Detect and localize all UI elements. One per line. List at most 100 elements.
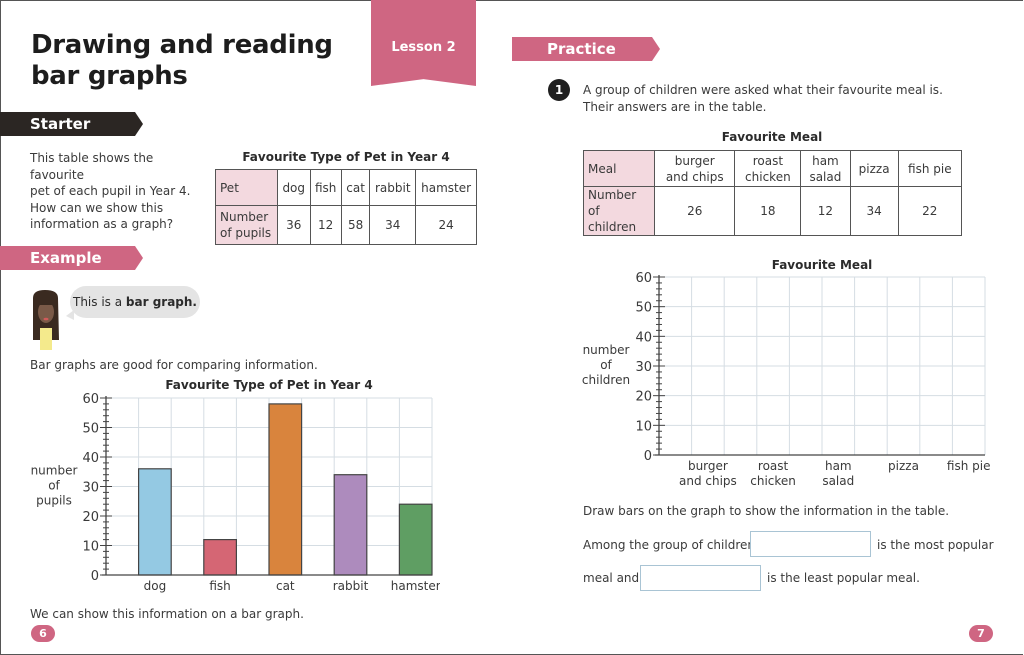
meal-table-cell: 22 xyxy=(897,186,963,236)
cell-line: burger xyxy=(674,153,715,168)
y-tick-label: 20 xyxy=(635,390,652,405)
y-tick-label: 10 xyxy=(82,540,99,555)
starter-text-line: How can we show this xyxy=(30,200,164,215)
starter-text-line: information as a graph? xyxy=(30,217,174,231)
y-axis-label: number xyxy=(583,343,630,357)
header-line: Number xyxy=(220,210,269,224)
practice-label: Practice xyxy=(547,40,616,58)
meal-table: Meal burger and chips roast chicken ham sal… xyxy=(583,150,963,236)
bubble-text: This is a xyxy=(73,295,126,309)
speech-bubble: This is a bar graph. xyxy=(70,286,200,318)
pet-table-cell: 12 xyxy=(309,205,342,245)
meal-table-row-header: Meal xyxy=(583,150,655,187)
sentence1-before: Among the group of children, xyxy=(583,538,759,552)
pet-table-cell: dog xyxy=(276,169,311,206)
pet-table-cell: 24 xyxy=(415,205,477,245)
meal-chart-title: Favourite Meal xyxy=(771,258,873,272)
x-category-label: chicken xyxy=(750,474,796,488)
practice-banner: Practice xyxy=(512,37,660,61)
lesson-label: Lesson 2 xyxy=(391,40,456,55)
x-category-label: fish xyxy=(209,579,230,593)
character-avatar-icon xyxy=(31,290,61,350)
starter-text-line: This table shows the favourite xyxy=(30,151,154,182)
cell-line: chicken xyxy=(745,169,791,184)
y-tick-label: 20 xyxy=(82,510,99,525)
pet-chart-title: Favourite Type of Pet in Year 4 xyxy=(165,378,373,392)
y-axis-label: children xyxy=(582,373,630,387)
y-tick-label: 10 xyxy=(635,419,652,434)
pet-table-cell: 58 xyxy=(340,205,371,245)
page-title: Drawing and reading bar graphs xyxy=(31,30,333,92)
header-line: Number of xyxy=(588,188,637,218)
meal-table-cell: 26 xyxy=(653,186,736,236)
sentence2-before: meal and xyxy=(583,571,640,585)
x-category-label: fish pie xyxy=(947,459,991,473)
header-line: of pupils xyxy=(220,226,272,240)
most-popular-answer-input[interactable] xyxy=(750,531,871,557)
meal-table-cell: roast chicken xyxy=(734,150,802,187)
y-tick-label: 0 xyxy=(644,449,652,464)
least-popular-answer-input[interactable] xyxy=(640,565,761,591)
starter-text: This table shows the favourite pet of ea… xyxy=(30,150,210,233)
x-category-label: hamster xyxy=(391,579,440,593)
example-label: Example xyxy=(30,249,102,267)
page-number-right: 7 xyxy=(969,625,993,642)
page-number-left: 6 xyxy=(31,625,55,642)
bar-fish xyxy=(203,539,238,576)
y-tick-label: 30 xyxy=(82,481,99,496)
y-tick-label: 40 xyxy=(635,330,652,345)
y-tick-label: 0 xyxy=(91,569,99,584)
pet-table: Pet dog fish cat rabbit hamster Number o… xyxy=(215,169,477,245)
x-category-label: pizza xyxy=(888,459,919,473)
sentence1-after: is the most popular xyxy=(877,538,994,552)
lesson-ribbon: Lesson 2 xyxy=(371,0,476,86)
x-category-label: rabbit xyxy=(333,579,369,593)
pet-table-cell: hamster xyxy=(415,169,477,206)
x-category-label: salad xyxy=(822,474,854,488)
y-axis-label: number xyxy=(31,464,78,478)
y-tick-label: 30 xyxy=(635,360,652,375)
cell-line: salad xyxy=(809,169,842,184)
sentence2-after: is the least popular meal. xyxy=(767,571,920,585)
y-axis-label: pupils xyxy=(36,494,72,508)
x-category-label: ham xyxy=(825,459,852,473)
header-line: children xyxy=(588,220,637,234)
instruction-text: Draw bars on the graph to show the infor… xyxy=(583,504,950,518)
meal-table-cell: 18 xyxy=(734,186,802,236)
example-text: Bar graphs are good for comparing inform… xyxy=(30,358,318,372)
meal-table-cell: fish pie xyxy=(897,150,963,187)
y-tick-label: 40 xyxy=(82,451,99,466)
x-category-label: dog xyxy=(144,579,167,593)
meal-table-cell: ham salad xyxy=(800,150,851,187)
title-line-2: bar graphs xyxy=(31,61,188,91)
pet-table-title: Favourite Type of Pet in Year 4 xyxy=(242,150,450,164)
question-line: Their answers are in the table. xyxy=(583,99,767,114)
bubble-text-bold: bar graph. xyxy=(125,295,197,309)
bar-cat xyxy=(268,403,303,576)
y-tick-label: 60 xyxy=(82,392,99,407)
bubble-tail xyxy=(66,310,74,320)
bar-dog xyxy=(137,468,172,576)
pet-table-row-header: Pet xyxy=(215,169,278,206)
pet-bar-chart: 0 10 20 30 40 50 60 dog fish cat rabbit hamster numb… xyxy=(30,390,441,600)
pet-table-cell: 34 xyxy=(369,205,417,245)
y-axis-label: of xyxy=(48,479,60,493)
starter-text-line: pet of each pupil in Year 4. xyxy=(30,184,191,198)
meal-table-cell: burger and chips xyxy=(653,150,736,187)
y-tick-label: 50 xyxy=(635,301,652,316)
y-axis-label: of xyxy=(600,358,612,372)
meal-table-cell: pizza xyxy=(849,150,899,187)
x-category-label: cat xyxy=(276,579,295,593)
question-number-badge: 1 xyxy=(548,79,570,101)
example-banner: Example xyxy=(0,246,143,270)
cell-line: ham xyxy=(812,153,839,168)
cell-line: and chips xyxy=(665,169,724,184)
question-line: A group of children were asked what thei… xyxy=(583,83,943,97)
pet-table-cell: cat xyxy=(340,169,371,206)
pet-table-cell: rabbit xyxy=(369,169,417,206)
starter-label: Starter xyxy=(30,115,91,133)
meal-bar-chart-blank[interactable]: 0 10 20 30 40 50 60 burger and chips roast chicken… xyxy=(580,270,1000,495)
pet-table-cell: fish xyxy=(309,169,342,206)
cell-line: roast xyxy=(752,153,784,168)
